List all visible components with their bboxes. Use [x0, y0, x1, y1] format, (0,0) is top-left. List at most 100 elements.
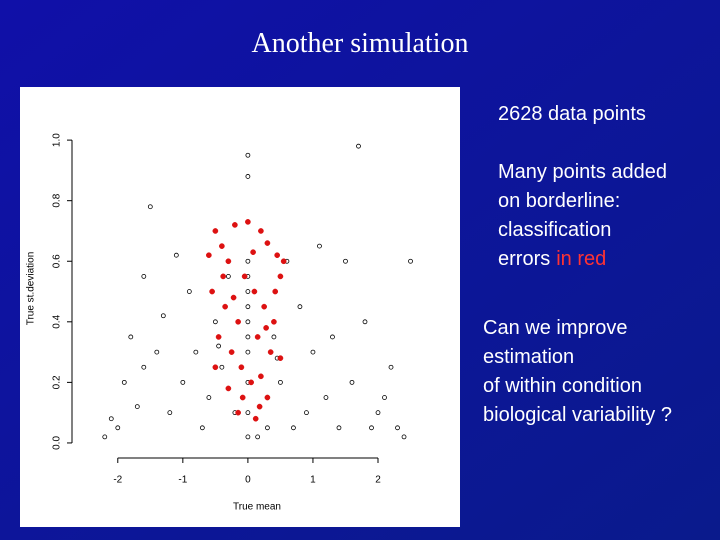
note-line: errors in red: [498, 248, 606, 270]
slide-title: Another simulation: [252, 28, 469, 59]
point: [245, 434, 251, 440]
point: [395, 425, 400, 431]
point: [369, 425, 374, 431]
x-tick-label: 0: [245, 475, 251, 486]
point: [245, 289, 251, 294]
y-axis-label: True st.deviation: [26, 252, 37, 326]
point: [212, 319, 218, 325]
point: [267, 349, 274, 355]
notes: 2628 data points Many points added on bord…: [483, 103, 672, 426]
point: [362, 319, 368, 325]
point: [245, 152, 251, 158]
point: [128, 334, 134, 340]
point: [258, 373, 264, 380]
note-line: Can we improve: [483, 317, 628, 339]
point: [401, 434, 407, 440]
point: [265, 425, 270, 431]
point: [336, 425, 342, 431]
point: [255, 434, 261, 440]
point: [225, 385, 232, 392]
point: [235, 409, 241, 416]
note-segment: errors: [498, 248, 550, 270]
point: [220, 273, 227, 280]
point: [230, 294, 237, 301]
point: [228, 349, 235, 355]
point: [343, 258, 348, 264]
x-tick-label: -2: [113, 475, 122, 486]
note-line: of within condition: [483, 375, 642, 397]
point: [254, 334, 261, 340]
plot: -2 -1 0 1 2 0.0 0.2 0.4 0.6 0.8 1.0 True mean True s…: [26, 133, 413, 513]
note-segment: in red: [556, 248, 606, 270]
point: [239, 394, 246, 401]
point: [250, 249, 256, 256]
point: [356, 143, 361, 149]
point: [245, 174, 251, 179]
point: [141, 273, 147, 279]
point: [248, 379, 254, 386]
note-line: on borderline:: [498, 190, 620, 212]
point: [277, 355, 284, 362]
point: [256, 403, 263, 410]
point: [206, 252, 212, 259]
point: [304, 410, 309, 416]
point: [251, 288, 258, 295]
point: [154, 349, 160, 355]
point: [271, 334, 277, 340]
point: [235, 318, 241, 325]
plot-panel: [20, 87, 460, 527]
point: [121, 379, 127, 385]
point: [245, 410, 251, 416]
point: [180, 379, 186, 385]
point: [141, 364, 147, 370]
y-tick-label: 0.0: [52, 436, 63, 450]
point: [291, 425, 296, 431]
point: [245, 349, 251, 355]
point: [241, 273, 248, 280]
x-tick-label: 2: [375, 475, 381, 486]
point: [238, 364, 245, 371]
point: [212, 228, 219, 234]
point: [278, 379, 283, 385]
point: [212, 364, 219, 371]
y-tick-label: 0.6: [52, 254, 63, 268]
point: [388, 364, 394, 370]
point: [310, 349, 316, 355]
point: [264, 394, 271, 401]
point: [245, 219, 251, 225]
y-tick-label: 1.0: [52, 133, 63, 147]
point: [330, 334, 335, 340]
point: [222, 303, 228, 310]
point: [225, 258, 232, 265]
point: [167, 410, 173, 416]
point: [199, 425, 205, 431]
point: [102, 434, 108, 440]
point: [216, 343, 222, 349]
x-tick-label: 1: [310, 475, 316, 486]
point: [225, 273, 231, 279]
point: [219, 364, 225, 370]
point: [297, 304, 303, 310]
point: [382, 395, 387, 400]
point: [245, 319, 251, 325]
point: [245, 304, 251, 310]
point: [272, 288, 279, 295]
y-tick-label: 0.2: [52, 375, 63, 389]
note-line: biological variability ?: [483, 404, 672, 426]
point: [232, 222, 238, 228]
x-axis-label: True mean: [233, 502, 281, 513]
point: [280, 258, 287, 265]
point: [219, 243, 225, 249]
y-tick-label: 0.4: [52, 314, 63, 328]
point: [252, 415, 259, 422]
point: [264, 240, 271, 246]
point: [375, 410, 381, 416]
point: [108, 416, 114, 422]
point: [215, 334, 222, 340]
point: [245, 258, 251, 264]
point: [173, 252, 179, 258]
point: [186, 289, 192, 294]
note-line: 2628 data points: [498, 103, 646, 125]
point: [115, 425, 121, 431]
